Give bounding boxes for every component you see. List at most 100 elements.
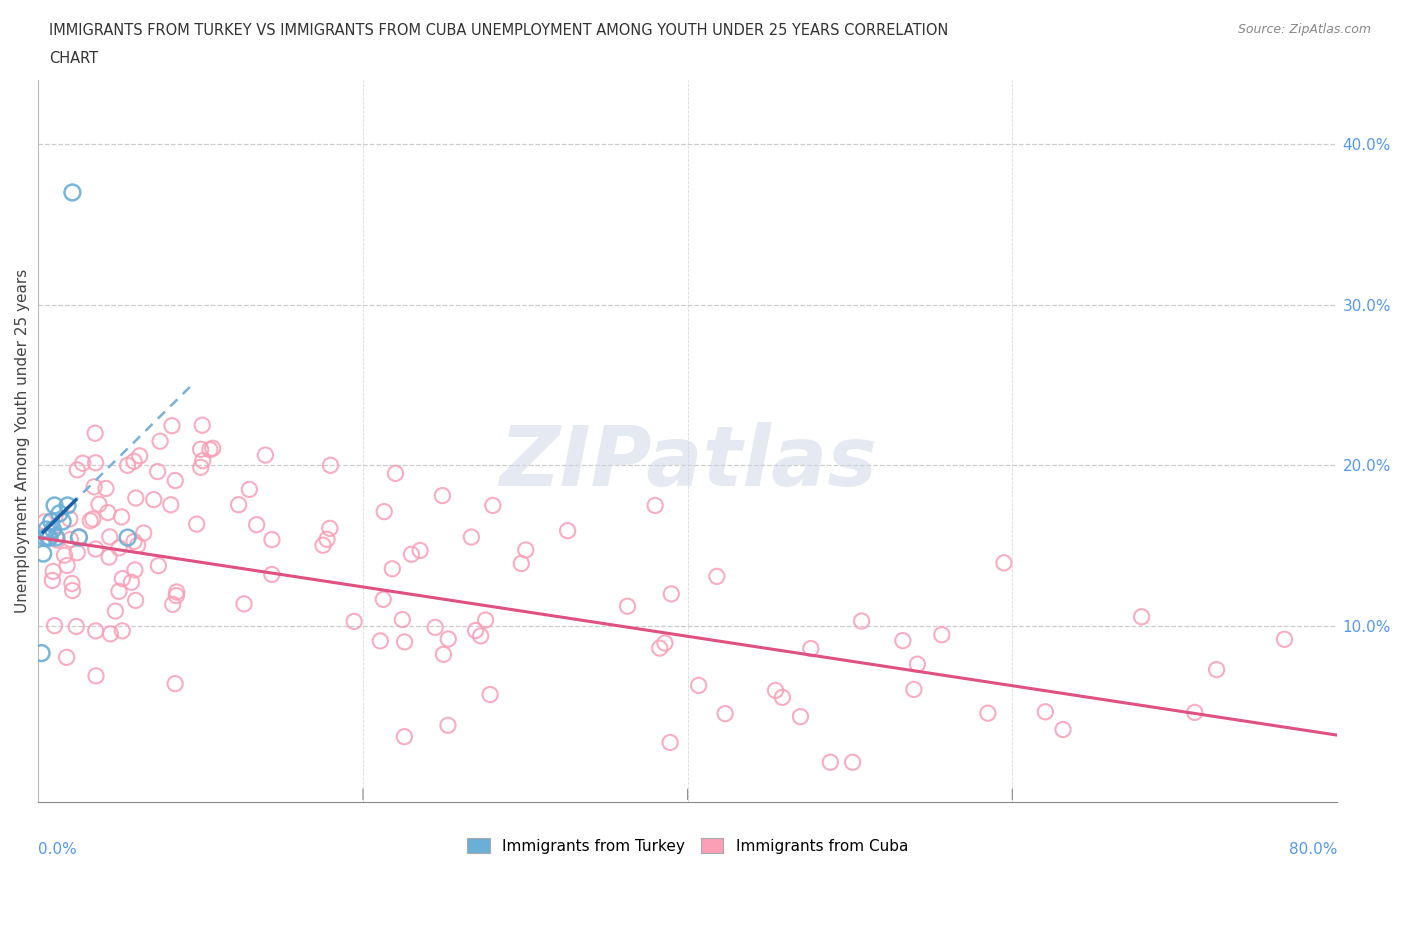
Point: [146, 464, 169, 479]
Point: [84, 541, 107, 556]
Point: [65, 619, 87, 634]
Point: [1130, 609, 1153, 624]
Point: [82, 512, 104, 526]
Point: [437, 718, 460, 733]
Legend: Immigrants from Turkey, Immigrants from Cuba: Immigrants from Turkey, Immigrants from …: [461, 831, 914, 859]
Point: [97, 505, 120, 520]
Point: [770, 690, 793, 705]
Point: [409, 543, 432, 558]
Point: [165, 676, 187, 691]
Point: [104, 604, 127, 618]
Point: [373, 591, 395, 606]
Point: [162, 597, 184, 612]
Text: ZIPatlas: ZIPatlas: [499, 422, 876, 503]
Point: [98, 529, 121, 544]
Point: [55, 650, 77, 665]
Point: [42, 564, 65, 578]
Point: [425, 620, 447, 635]
Point: [654, 635, 676, 650]
Point: [765, 683, 787, 698]
Point: [108, 540, 131, 555]
Point: [903, 682, 925, 697]
Point: [128, 448, 150, 463]
Point: [83, 479, 105, 494]
Point: [149, 433, 172, 448]
Point: [124, 563, 146, 578]
Point: [464, 623, 486, 638]
Text: IMMIGRANTS FROM TURKEY VS IMMIGRANTS FROM CUBA UNEMPLOYMENT AMONG YOUTH UNDER 25: IMMIGRANTS FROM TURKEY VS IMMIGRANTS FRO…: [49, 23, 949, 38]
Point: [60, 576, 83, 591]
Point: [165, 473, 187, 488]
Point: [432, 647, 454, 662]
Point: [108, 584, 131, 599]
Point: [474, 613, 496, 628]
Point: [56, 498, 79, 512]
Point: [191, 453, 214, 468]
Point: [714, 706, 737, 721]
Point: [44, 498, 66, 512]
Point: [316, 532, 339, 547]
Point: [142, 492, 165, 507]
Point: [37, 530, 59, 545]
Point: [72, 456, 94, 471]
Point: [191, 418, 214, 432]
Point: [127, 538, 149, 552]
Point: [706, 569, 728, 584]
Point: [228, 498, 250, 512]
Point: [122, 454, 145, 469]
Point: [117, 458, 139, 472]
Point: [201, 441, 224, 456]
Point: [84, 426, 107, 441]
Point: [59, 512, 82, 526]
Point: [110, 510, 132, 525]
Point: [401, 547, 423, 562]
Point: [31, 645, 53, 660]
Point: [160, 418, 183, 433]
Point: [1205, 662, 1227, 677]
Point: [111, 571, 134, 586]
Point: [66, 545, 89, 560]
Point: [35, 522, 58, 537]
Point: [62, 583, 84, 598]
Point: [659, 735, 682, 750]
Point: [851, 614, 873, 629]
Point: [1274, 631, 1296, 646]
Point: [644, 498, 666, 512]
Point: [557, 524, 579, 538]
Point: [394, 729, 416, 744]
Point: [479, 687, 502, 702]
Point: [648, 641, 671, 656]
Point: [190, 442, 212, 457]
Point: [46, 533, 69, 548]
Point: [343, 614, 366, 629]
Text: 0.0%: 0.0%: [38, 843, 77, 857]
Point: [260, 532, 283, 547]
Point: [460, 529, 482, 544]
Point: [87, 497, 110, 512]
Point: [124, 593, 146, 608]
Point: [1184, 705, 1206, 720]
Point: [45, 530, 67, 545]
Point: [59, 532, 82, 547]
Point: [98, 550, 121, 565]
Point: [391, 612, 413, 627]
Point: [132, 525, 155, 540]
Point: [67, 530, 90, 545]
Point: [931, 628, 953, 643]
Point: [993, 555, 1015, 570]
Point: [42, 522, 65, 537]
Text: CHART: CHART: [49, 51, 98, 66]
Point: [820, 755, 842, 770]
Point: [66, 462, 89, 477]
Point: [891, 633, 914, 648]
Point: [122, 534, 145, 549]
Point: [67, 529, 90, 544]
Point: [688, 678, 710, 693]
Point: [394, 634, 416, 649]
Point: [84, 623, 107, 638]
Point: [319, 521, 342, 536]
Point: [432, 488, 454, 503]
Point: [38, 530, 60, 545]
Point: [62, 185, 84, 200]
Point: [238, 482, 260, 497]
